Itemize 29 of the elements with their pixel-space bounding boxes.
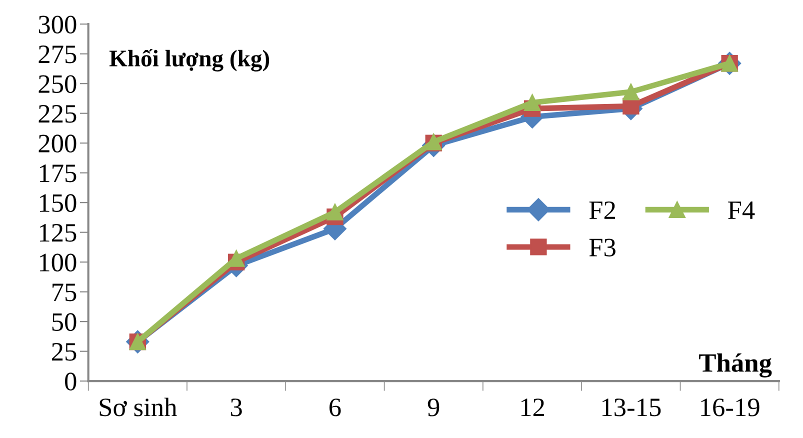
x-tick-label: 13-15 bbox=[602, 398, 661, 416]
y-tick-label: 150 bbox=[40, 194, 76, 212]
y-tick-label: 175 bbox=[40, 164, 76, 182]
y-tick-label: 200 bbox=[38, 134, 76, 152]
x-tick-label: Sơ sinh bbox=[100, 398, 177, 416]
x-tick-label: 3 bbox=[230, 398, 242, 416]
y-tick-label: 250 bbox=[38, 75, 76, 93]
x-axis-title: Tháng bbox=[699, 353, 772, 378]
y-tick-label: 225 bbox=[38, 105, 76, 123]
y-tick-label: 125 bbox=[40, 224, 76, 242]
x-tick-label: 9 bbox=[428, 398, 440, 416]
x-tick-label: 6 bbox=[330, 398, 341, 416]
y-tick-label: 75 bbox=[52, 284, 76, 302]
y-tick-label: 100 bbox=[40, 254, 76, 272]
x-tick-label: 16-19 bbox=[701, 398, 760, 416]
point bbox=[524, 94, 541, 111]
y-tick-label: 50 bbox=[52, 313, 76, 331]
point bbox=[622, 84, 640, 100]
y-axis-title: Khối lượng (kg) bbox=[109, 49, 270, 72]
y-tick-label: 25 bbox=[52, 342, 76, 361]
y-tick-label: 300 bbox=[38, 16, 76, 34]
legend-label: F3 bbox=[589, 238, 616, 256]
y-tick-label: 275 bbox=[38, 46, 76, 64]
point bbox=[326, 204, 344, 220]
x-tick-label: 12 bbox=[521, 398, 544, 416]
legend-label: F2 bbox=[589, 201, 616, 219]
point bbox=[622, 98, 640, 115]
legend-label: F4 bbox=[728, 202, 755, 219]
y-tick-label: 0 bbox=[65, 372, 76, 390]
